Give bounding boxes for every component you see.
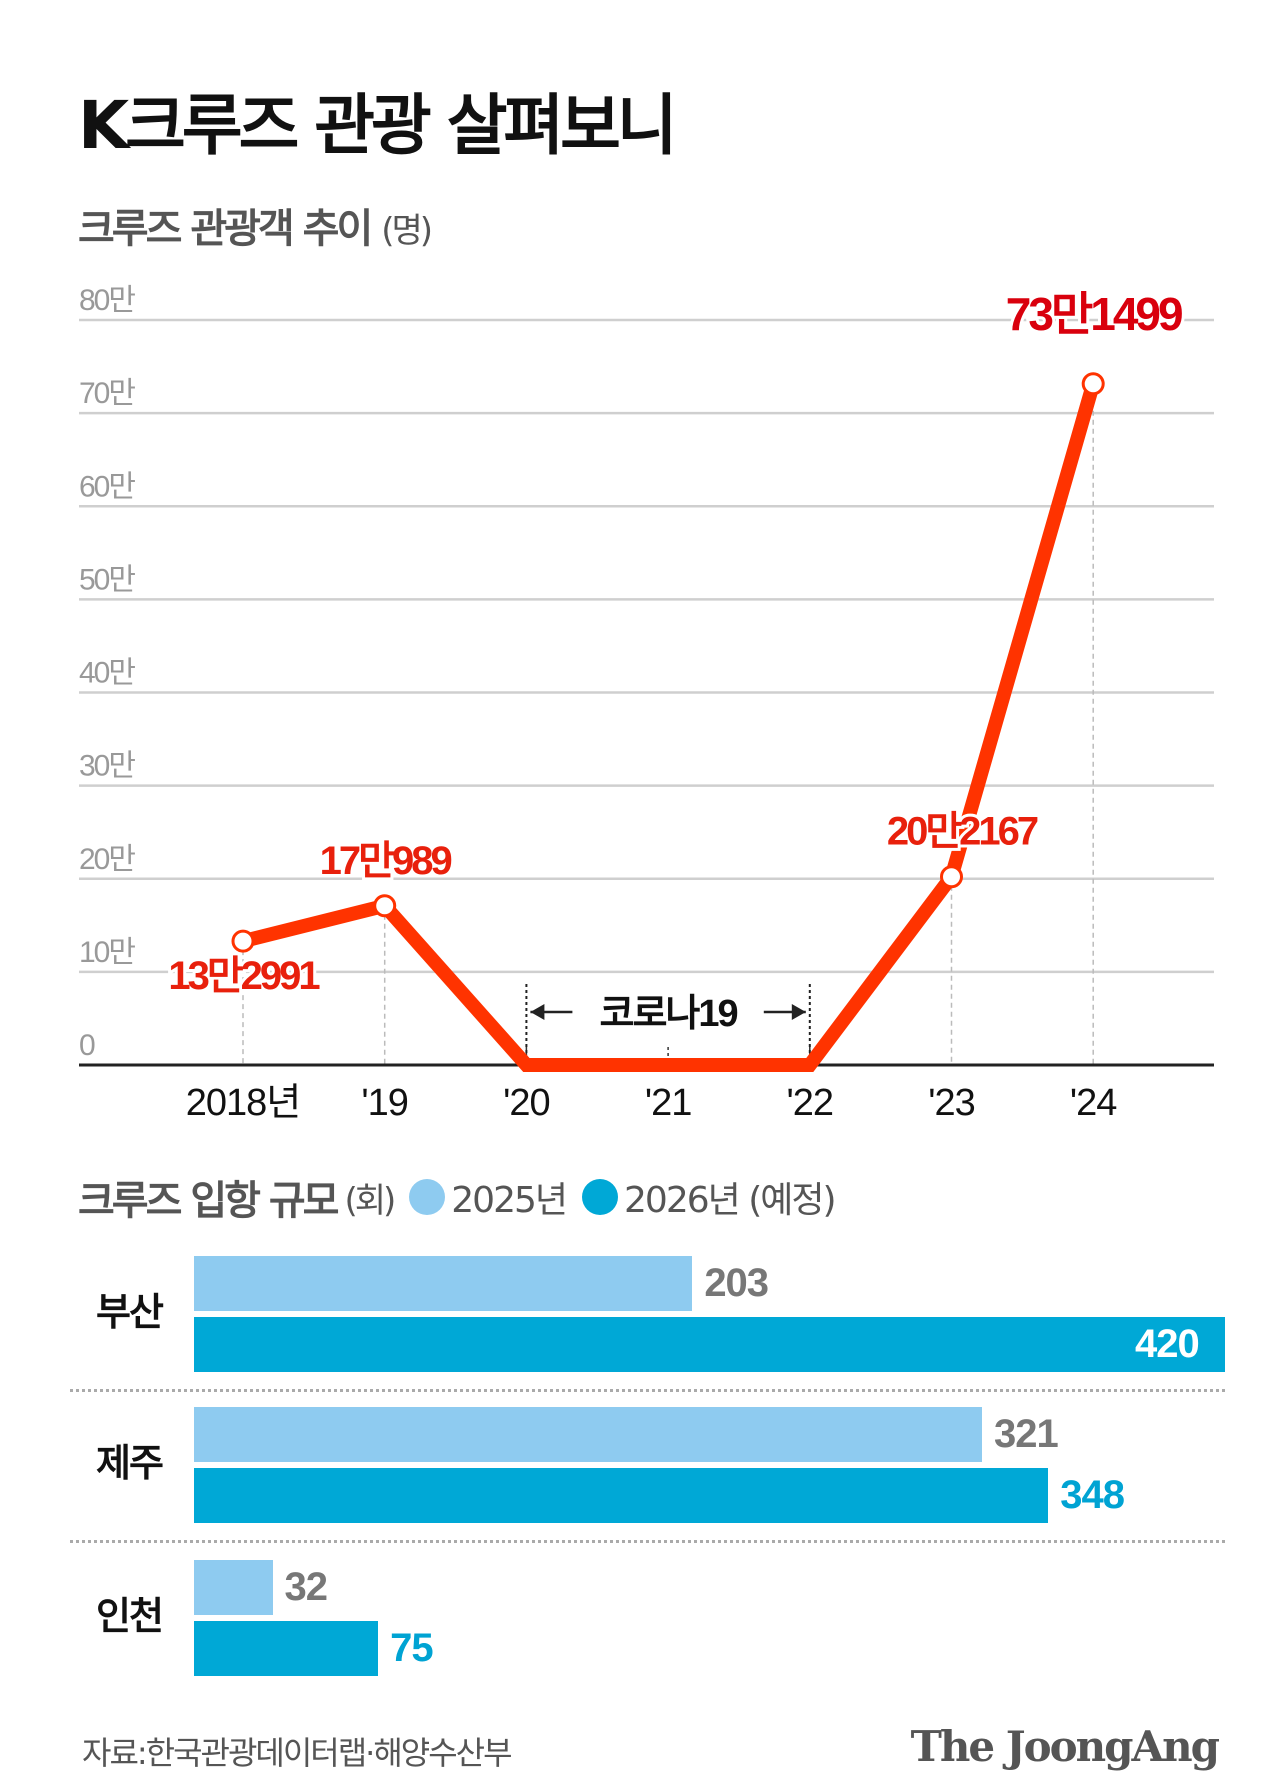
line-chart-unit: (명): [381, 211, 433, 251]
data-point: [231, 929, 255, 953]
row-divider: [70, 1540, 1225, 1543]
bar-chart-unit: (회): [344, 1180, 396, 1221]
data-point: [1081, 372, 1105, 396]
bar-value-label: 75: [390, 1626, 433, 1670]
row-divider: [70, 1389, 1225, 1392]
x-tick-label: '21: [645, 1082, 692, 1124]
x-tick-label: '19: [361, 1082, 408, 1124]
x-tick-label: '22: [787, 1082, 834, 1124]
bar-2025: [194, 1256, 693, 1311]
y-tick-label: 60만: [79, 470, 135, 503]
arrow-right-head: [791, 1004, 806, 1020]
data-label: 20만2167: [887, 810, 1038, 854]
bar-chart-title: 크루즈 입항 규모 (회) 2025년 2026년 (예정): [78, 1168, 837, 1226]
legend-label: 2025년: [451, 1180, 568, 1221]
bar-value-label: 420: [1135, 1322, 1200, 1366]
y-tick-label: 80만: [79, 284, 135, 317]
arrow-left-head: [530, 1004, 545, 1020]
x-tick-label: 2018년: [186, 1082, 301, 1124]
data-label: 73만1499: [1006, 288, 1182, 340]
category-label: 부산: [96, 1290, 164, 1334]
data-point: [373, 894, 397, 918]
legend-swatch-2025: [409, 1179, 446, 1215]
x-tick-label: '23: [928, 1082, 975, 1124]
bar-value-label: 321: [993, 1412, 1059, 1456]
line-chart: 0 10만 20만 30만 40만 50만 60만 70만 80만 2018년 '19 '20 '21 '…: [79, 284, 1214, 1124]
bar-2026: [194, 1317, 1225, 1372]
x-tick-label: '24: [1070, 1082, 1117, 1124]
data-point: [940, 865, 963, 889]
annotation-label: 코로나19: [600, 993, 738, 1035]
line-chart-title: 크루즈 관광객 추이 (명): [78, 196, 433, 254]
page-title: K크루즈 관광 살펴보니: [78, 87, 678, 164]
y-tick-label: 30만: [79, 750, 135, 783]
bar-2026: [194, 1621, 379, 1676]
category-label: 제주: [96, 1441, 164, 1485]
y-tick-label: 10만: [79, 936, 135, 969]
bar-2025: [194, 1407, 982, 1462]
bar-chart-title-text: 크루즈 입항 규모: [78, 1178, 339, 1224]
source-note: 자료:한국관광데이터랩·해양수산부: [82, 1734, 513, 1772]
bar-value-label: 348: [1060, 1473, 1125, 1517]
legend-2025: 2025년: [409, 1171, 568, 1223]
bar-value-label: 203: [704, 1261, 769, 1305]
y-tick-label: 50만: [79, 563, 135, 596]
logo: The JoongAng: [910, 1722, 1220, 1771]
legend-2026: 2026년 (예정): [582, 1171, 837, 1223]
legend-label: 2026년 (예정): [624, 1180, 837, 1221]
legend-swatch-2026: [582, 1179, 619, 1215]
data-label: 17만989: [320, 839, 452, 883]
bar-value-label: 32: [284, 1565, 328, 1609]
y-tick-label: 70만: [79, 377, 135, 410]
line-chart-title-text: 크루즈 관광객 추이: [78, 206, 373, 252]
x-tick-label: '20: [503, 1082, 550, 1124]
bar-2025: [194, 1560, 273, 1615]
y-tick-label: 20만: [79, 843, 135, 876]
category-label: 인천: [96, 1594, 164, 1638]
y-tick-label: 40만: [79, 657, 135, 690]
y-tick-label: 0: [79, 1029, 95, 1062]
bar-2026: [194, 1468, 1049, 1523]
data-label: 13만2991: [168, 954, 320, 998]
series-line: [241, 381, 1100, 1072]
